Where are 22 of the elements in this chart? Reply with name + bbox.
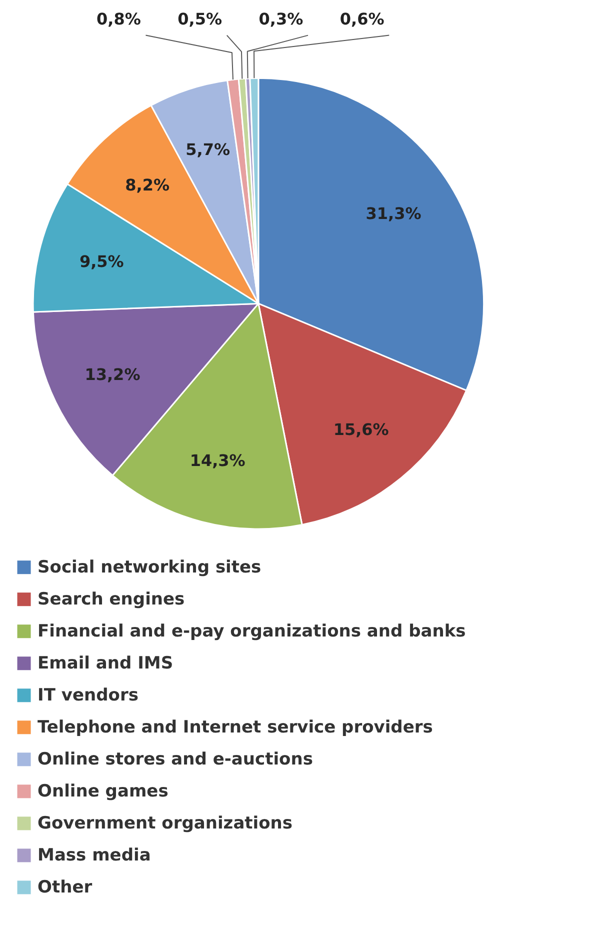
data-label: 14,3% (190, 451, 246, 470)
legend-label: IT vendors (38, 685, 138, 706)
legend-label: Email and IMS (38, 653, 174, 674)
legend-label: Government organizations (38, 813, 293, 834)
legend-label: Financial and e-pay organizations and banks (38, 621, 466, 642)
data-label: 0,8% (96, 10, 141, 29)
data-label: 13,2% (84, 365, 140, 384)
data-label: 0,3% (258, 10, 304, 29)
legend-label: Search engines (38, 589, 185, 610)
data-label: 31,3% (366, 204, 422, 224)
data-label: 8,2% (125, 176, 170, 195)
legend-label: Other (38, 877, 93, 898)
legend-label: Mass media (38, 845, 151, 866)
legend-label: Online games (38, 781, 168, 802)
legend-label: Online stores and e-auctions (38, 749, 313, 770)
data-label: 0,6% (340, 10, 384, 29)
legend-label: Telephone and Internet service providers (38, 717, 433, 738)
data-label: 15,6% (333, 420, 389, 439)
data-label: 9,5% (79, 252, 124, 272)
data-label: 0,5% (178, 10, 222, 29)
data-label: 5,7% (186, 140, 230, 159)
legend-label: Social networking sites (38, 557, 262, 578)
